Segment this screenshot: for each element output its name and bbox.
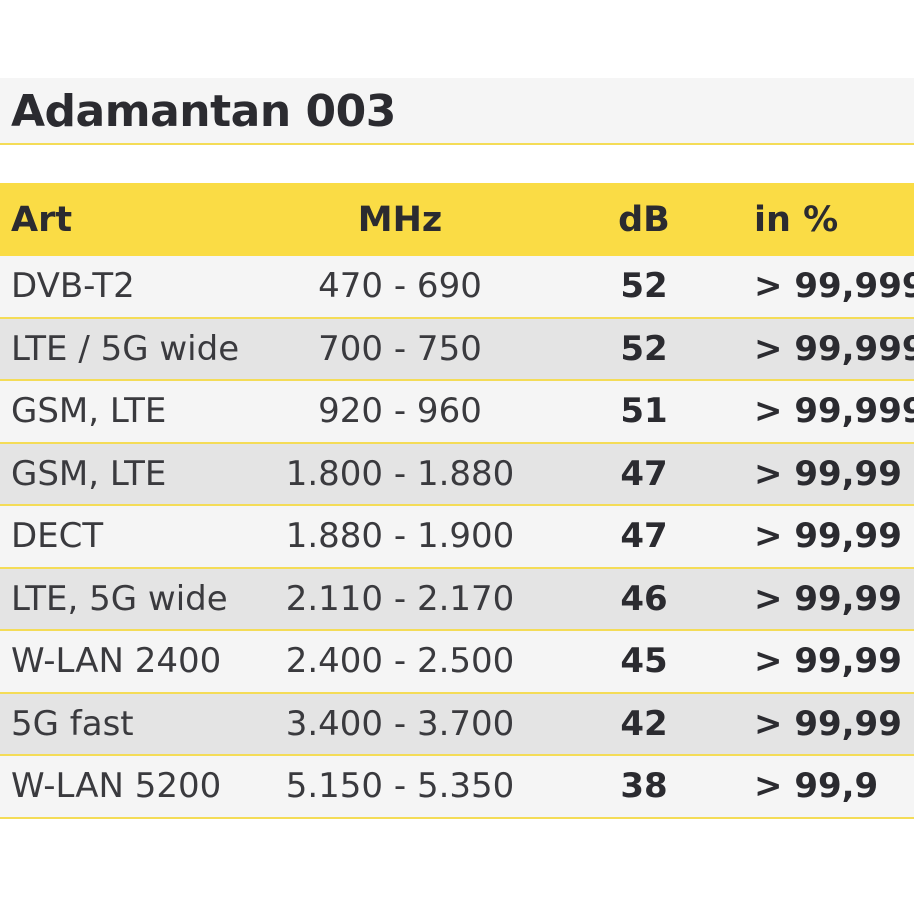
cell-mhz: 3.400 - 3.700 [285, 703, 515, 744]
attenuation-table: Art MHz dB in % DVB-T2 470 - 690 52 > 99… [0, 183, 914, 819]
page-title: Adamantan 003 [11, 86, 396, 137]
table-row: DECT 1.880 - 1.900 47 > 99,99 [0, 506, 914, 569]
cell-db: 47 [620, 516, 668, 557]
cell-mhz: 920 - 960 [318, 391, 482, 432]
table-row: DVB-T2 470 - 690 52 > 99,999 [0, 256, 914, 319]
cell-art: DVB-T2 [11, 266, 135, 307]
cell-db: 46 [620, 578, 668, 619]
cell-db: 51 [620, 391, 668, 432]
cell-art: LTE, 5G wide [11, 578, 228, 619]
cell-percent: > 99,999 [754, 328, 914, 369]
table-row: GSM, LTE 1.800 - 1.880 47 > 99,99 [0, 443, 914, 506]
cell-db: 42 [620, 703, 668, 744]
cell-art: 5G fast [11, 703, 134, 744]
cell-db: 47 [620, 453, 668, 494]
table-row: W-LAN 2400 2.400 - 2.500 45 > 99,99 [0, 631, 914, 694]
cell-art: DECT [11, 516, 104, 557]
table-row: 5G fast 3.400 - 3.700 42 > 99,99 [0, 693, 914, 756]
cell-art: W-LAN 5200 [11, 766, 222, 807]
cell-mhz: 1.880 - 1.900 [285, 516, 515, 557]
header-db: dB [618, 199, 670, 240]
cell-art: GSM, LTE [11, 453, 167, 494]
header-percent: in % [754, 199, 839, 240]
table-row: LTE / 5G wide 700 - 750 52 > 99,999 [0, 318, 914, 381]
cell-percent: > 99,999 [754, 266, 914, 307]
cell-art: LTE / 5G wide [11, 328, 240, 369]
cell-percent: > 99,9 [754, 766, 879, 807]
cell-db: 45 [620, 641, 668, 682]
cell-percent: > 99,99 [754, 703, 902, 744]
header-mhz: MHz [357, 199, 443, 240]
cell-mhz: 2.400 - 2.500 [285, 641, 515, 682]
cell-mhz: 1.800 - 1.880 [285, 453, 515, 494]
cell-percent: > 99,99 [754, 641, 902, 682]
cell-percent: > 99,99 [754, 453, 902, 494]
cell-db: 38 [620, 766, 668, 807]
cell-art: W-LAN 2400 [11, 641, 222, 682]
cell-percent: > 99,999 [754, 391, 914, 432]
cell-mhz: 5.150 - 5.350 [285, 766, 515, 807]
table-header-row: Art MHz dB in % [0, 183, 914, 256]
cell-art: GSM, LTE [11, 391, 167, 432]
cell-percent: > 99,99 [754, 516, 902, 557]
table-row: GSM, LTE 920 - 960 51 > 99,999 [0, 381, 914, 444]
cell-percent: > 99,99 [754, 578, 902, 619]
cell-mhz: 2.110 - 2.170 [285, 578, 515, 619]
header-art: Art [11, 199, 73, 240]
cell-mhz: 700 - 750 [318, 328, 482, 369]
cell-db: 52 [620, 328, 668, 369]
table-row: W-LAN 5200 5.150 - 5.350 38 > 99,9 [0, 756, 914, 819]
cell-db: 52 [620, 266, 668, 307]
title-band: Adamantan 003 [0, 78, 914, 145]
table-row: LTE, 5G wide 2.110 - 2.170 46 > 99,99 [0, 568, 914, 631]
cell-mhz: 470 - 690 [318, 266, 482, 307]
